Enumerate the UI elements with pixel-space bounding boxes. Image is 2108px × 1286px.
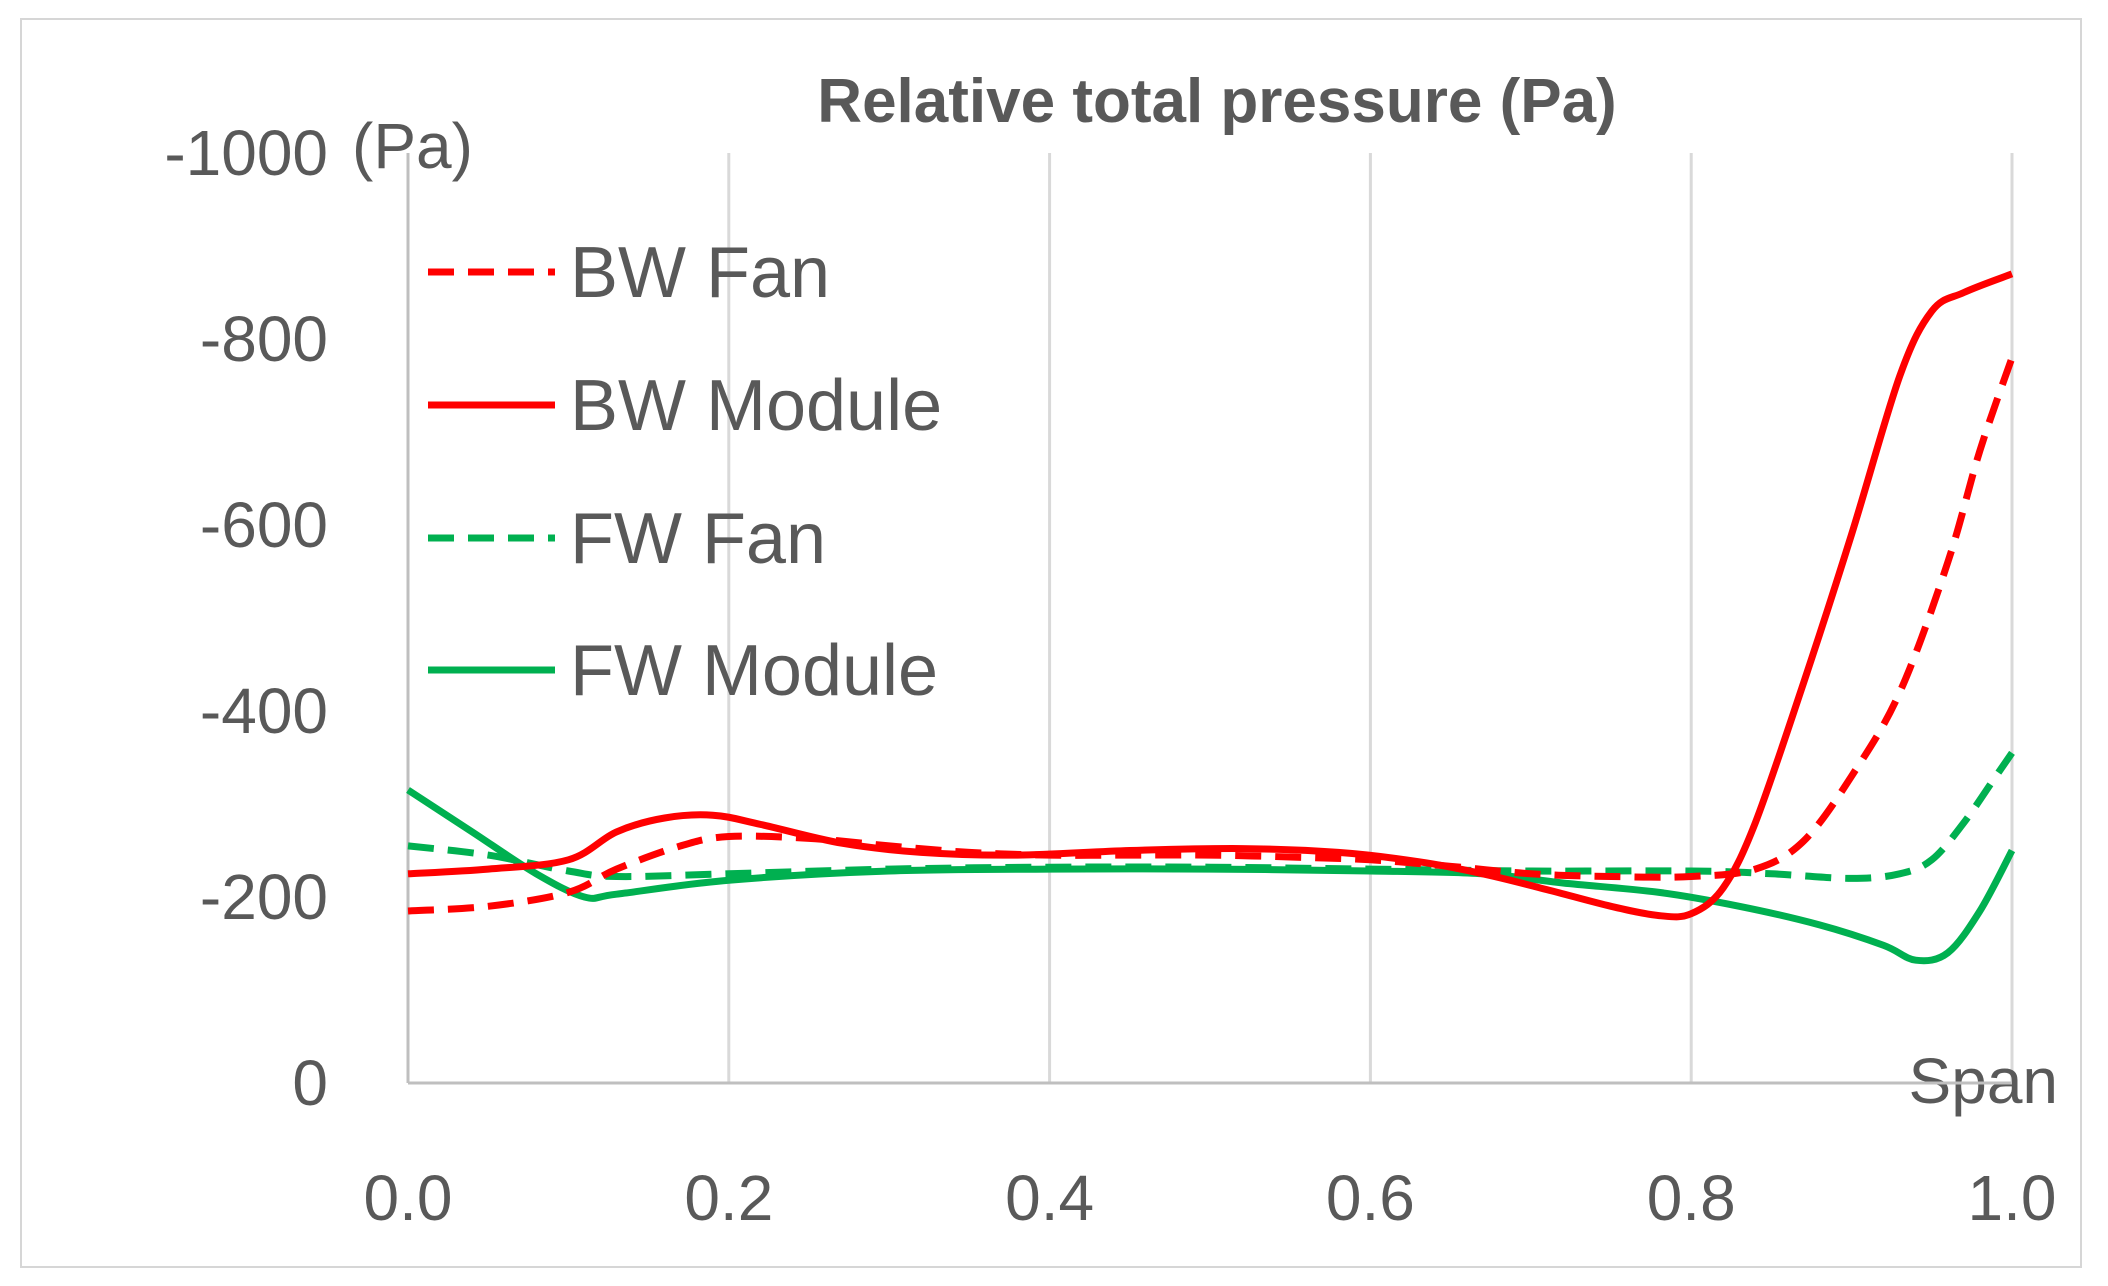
legend: BW Fan BW Module FW Fan FW Module	[428, 233, 942, 711]
x-tick-label: 0.6	[1326, 1162, 1415, 1234]
series-line-bw-fan	[407, 356, 2016, 915]
x-axis-label: Span	[1909, 1045, 2058, 1117]
y-tick-label: -800	[200, 303, 328, 375]
legend-label-fw-fan: FW Fan	[570, 499, 826, 579]
y-tick-label: 0	[292, 1047, 328, 1119]
chart-title: Relative total pressure (Pa)	[817, 67, 1616, 136]
series-line-bw-module	[407, 270, 2014, 921]
legend-label-fw-module: FW Module	[570, 631, 938, 711]
y-tick-label: -400	[200, 675, 328, 747]
legend-label-bw-module: BW Module	[570, 366, 942, 446]
x-tick-label: 0.0	[364, 1162, 453, 1234]
y-tick-label: -1000	[164, 117, 328, 189]
x-tick-label: 0.8	[1647, 1162, 1736, 1234]
x-tick-label: 0.4	[1005, 1162, 1094, 1234]
y-tick-label: -200	[200, 861, 328, 933]
legend-label-bw-fan: BW Fan	[570, 233, 830, 313]
series-line-fw-module	[406, 787, 2016, 965]
y-tick-label: -600	[200, 489, 328, 561]
x-tick-label: 1.0	[1968, 1162, 2057, 1234]
x-tick-label: 0.2	[684, 1162, 773, 1234]
grid-lines	[727, 153, 2014, 1083]
y-axis-label: (Pa)	[352, 110, 473, 182]
series-line-fw-fan	[407, 750, 2015, 882]
